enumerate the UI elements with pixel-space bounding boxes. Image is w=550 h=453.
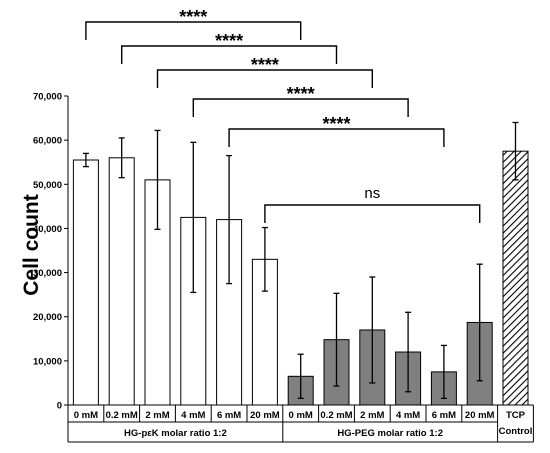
significance-label: **** xyxy=(287,84,315,104)
bar xyxy=(72,159,99,406)
significance-label: **** xyxy=(215,31,243,51)
y-tick-label: 0 xyxy=(57,401,62,412)
y-tick-label: 50,000 xyxy=(33,180,62,191)
significance-brackets: **** **** **** **** **** ns xyxy=(85,7,481,223)
x-category-label: TCP xyxy=(506,410,526,421)
x-category-label: 4 mM xyxy=(396,410,420,421)
error-bars xyxy=(82,121,519,400)
x-category-label: 4 mM xyxy=(181,410,205,421)
y-tick-label: 70,000 xyxy=(33,92,62,103)
significance-bracket xyxy=(156,69,373,88)
x-category-labels: 0 mM 0.2 mM 2 mM 4 mM 6 mM 20 mM 0 mM 0.2 mM 2 m… xyxy=(74,410,533,439)
x-category-label: 6 mM xyxy=(217,410,241,421)
y-tick-label: 30,000 xyxy=(33,268,62,279)
x-category-label: Control xyxy=(499,426,533,437)
bar xyxy=(502,150,529,406)
x-category-label: 6 mM xyxy=(432,410,456,421)
x-category-label: 0 mM xyxy=(289,410,313,421)
significance-label: **** xyxy=(251,55,279,75)
bar xyxy=(108,157,135,406)
significance-label: **** xyxy=(179,7,207,27)
significance-label: ns xyxy=(364,185,380,202)
significance-bracket xyxy=(228,128,445,147)
x-group-label: HG-pεK molar ratio 1:2 xyxy=(124,428,227,439)
x-group-label: HG-PEG molar ratio 1:2 xyxy=(337,428,443,439)
x-category-label: 2 mM xyxy=(360,410,384,421)
x-category-label: 0.2 mM xyxy=(320,410,352,421)
x-category-label: 0 mM xyxy=(74,410,98,421)
significance-bracket xyxy=(192,98,409,117)
significance-bracket xyxy=(121,45,338,64)
x-category-label: 20 mM xyxy=(250,410,280,421)
y-tick-label: 10,000 xyxy=(33,356,62,367)
x-category-label: 20 mM xyxy=(465,410,495,421)
x-category-label: 0.2 mM xyxy=(106,410,138,421)
y-tick-label: 40,000 xyxy=(33,224,62,235)
significance-label: **** xyxy=(322,114,350,134)
y-axis-label: Cell count xyxy=(20,194,43,296)
significance-bracket xyxy=(264,204,481,223)
axes: 0 10,000 20,000 30,000 40,000 50,000 60,000 70,… xyxy=(33,92,534,443)
significance-bracket xyxy=(85,21,302,40)
y-tick-label: 60,000 xyxy=(33,136,62,147)
y-tick-label: 20,000 xyxy=(33,312,62,323)
x-category-label: 2 mM xyxy=(145,410,169,421)
